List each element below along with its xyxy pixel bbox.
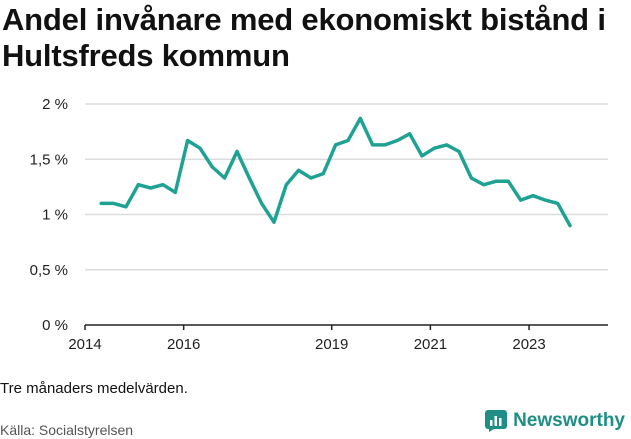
y-tick-label: 0,5 % (30, 262, 68, 279)
y-tick-label: 0 % (42, 317, 68, 334)
data-point (469, 176, 473, 180)
data-point (260, 201, 264, 206)
data-point (149, 186, 153, 190)
data-point (136, 183, 140, 187)
data-point (124, 205, 128, 209)
series-line (99, 116, 572, 228)
chart-footnote: Tre månaders medelvärden. (0, 380, 188, 397)
x-tick-label: 2021 (414, 336, 447, 353)
brand-name: Newsworthy (513, 410, 625, 431)
data-point (543, 198, 547, 202)
data-point (99, 201, 103, 206)
x-tick-label: 2016 (167, 336, 200, 353)
data-point (235, 149, 239, 154)
chart-title: Andel invånare med ekonomiskt bistånd i … (2, 2, 606, 73)
data-point (186, 138, 190, 143)
x-axis: 2014 2016 2019 2021 2023 (68, 324, 608, 353)
data-point (457, 149, 461, 154)
data-point (112, 201, 116, 206)
newsworthy-logo[interactable]: Newsworthy (485, 410, 625, 432)
series-lines (99, 116, 572, 228)
data-point (198, 146, 202, 150)
y-tick-label: 1 % (42, 207, 68, 224)
newsworthy-logo-icon (485, 410, 508, 432)
x-tick-label: 2019 (315, 336, 348, 353)
data-point (272, 220, 276, 224)
y-gridlines (85, 103, 608, 271)
data-point (223, 176, 227, 180)
x-tick-label: 2023 (512, 336, 545, 353)
data-point (297, 168, 301, 172)
line-chart: 0 % 0,5 % 1 % 1,5 % 2 % 2014 2016 2019 2021 2023 (30, 96, 608, 353)
data-point (420, 154, 424, 158)
data-point (494, 179, 498, 183)
data-point (445, 143, 449, 147)
data-point (506, 179, 510, 183)
data-point (395, 138, 399, 143)
data-point (482, 183, 486, 187)
data-point (432, 146, 436, 150)
data-point (309, 176, 313, 180)
y-tick-label: 2 % (42, 96, 68, 113)
data-point (321, 172, 325, 176)
data-point (556, 201, 560, 206)
y-tick-label: 1,5 % (30, 151, 68, 168)
data-point (358, 116, 362, 120)
data-point (408, 132, 412, 136)
data-point (383, 143, 387, 147)
data-point (284, 183, 288, 187)
data-point (334, 143, 338, 147)
x-tick-label: 2014 (68, 336, 101, 353)
data-point (247, 176, 251, 180)
y-tick-labels: 0 % 0,5 % 1 % 1,5 % 2 % (30, 96, 68, 334)
data-point (210, 165, 214, 169)
data-point (161, 183, 165, 187)
data-point (519, 198, 523, 202)
data-point (568, 223, 572, 228)
data-point (173, 190, 177, 194)
data-point (371, 143, 375, 147)
data-point (346, 138, 350, 143)
data-point (531, 194, 535, 198)
source-credit: Källa: Socialstyrelsen (0, 422, 134, 438)
